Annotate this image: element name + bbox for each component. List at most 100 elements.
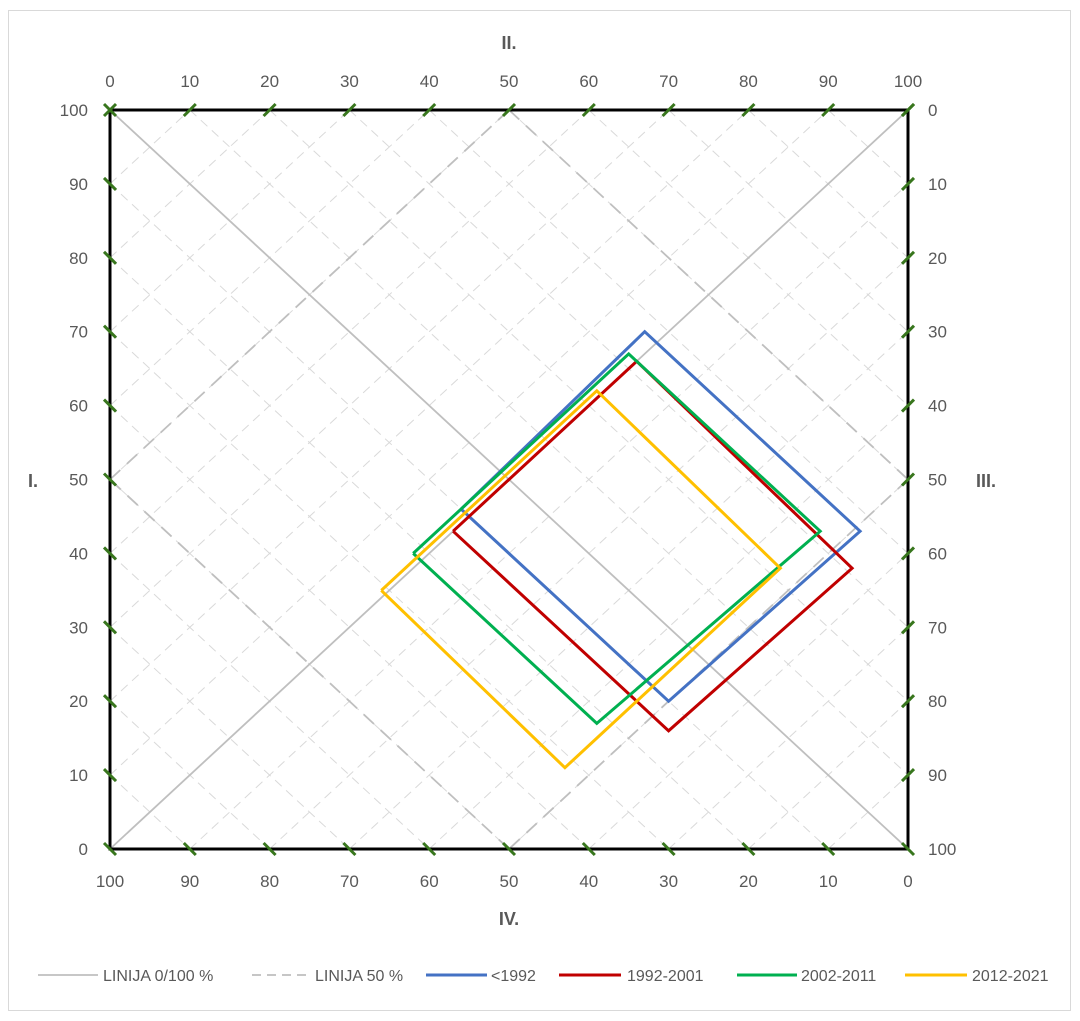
legend: LINIJA 0/100 % LINIJA 50 % <1992 1992-20… [38, 968, 1049, 985]
tick-label-bottom: 100 [96, 872, 124, 891]
tick-label-left: 80 [69, 249, 88, 268]
tick-label-bottom: 40 [579, 872, 598, 891]
tick-top [501, 102, 517, 118]
tick-label-left: 40 [69, 544, 88, 563]
axis-title-top: II. [501, 33, 516, 53]
tick-label-bottom: 10 [819, 872, 838, 891]
tick-bottom [581, 841, 596, 857]
tick-bottom [262, 841, 277, 857]
tick-label-right: 0 [928, 101, 937, 120]
tick-label-right: 10 [928, 175, 947, 194]
legend-label-linija-50: LINIJA 50 % [315, 968, 403, 985]
tick-bottom [900, 841, 916, 857]
tick-label-left: 20 [69, 692, 88, 711]
tick-left [102, 694, 118, 709]
tick-label-top: 30 [340, 72, 359, 91]
tick-label-right: 90 [928, 766, 947, 785]
axis-title-bottom: IV. [499, 909, 519, 929]
tick-top [900, 102, 916, 118]
chart-frame [8, 10, 1071, 1011]
tick-label-bottom: 0 [903, 872, 912, 891]
tick-label-bottom: 20 [739, 872, 758, 891]
legend-label-2012-2021: 2012-2021 [972, 968, 1049, 985]
series-2-line [412, 351, 823, 726]
tick-right [900, 472, 916, 487]
tick-left [102, 250, 118, 265]
tick-bottom [821, 841, 836, 857]
tick-label-right: 70 [928, 618, 947, 637]
tick-bottom [182, 841, 197, 857]
legend-label-2002-2011: 2002-2011 [801, 968, 876, 985]
tick-label-left: 100 [60, 101, 88, 120]
tick-label-left: 90 [69, 175, 88, 194]
tick-left [102, 398, 118, 413]
tick-label-bottom: 50 [500, 872, 519, 891]
grid-line-falling [189, 109, 909, 776]
tick-top [342, 102, 357, 118]
tick-label-right: 50 [928, 471, 947, 490]
tick-top [661, 102, 676, 118]
tick-right [900, 398, 916, 413]
tick-bottom [102, 841, 118, 857]
tick-left [102, 176, 118, 191]
tick-label-top: 50 [500, 72, 519, 91]
data-series [380, 329, 863, 770]
tick-label-right: 60 [928, 544, 947, 563]
tick-label-bottom: 80 [260, 872, 279, 891]
tick-left [102, 472, 118, 487]
grid-line-falling [668, 109, 909, 333]
grid-line-falling [109, 183, 829, 850]
tick-top [821, 102, 836, 118]
tick-top [581, 102, 596, 118]
tick-label-right: 40 [928, 397, 947, 416]
tick-label-left: 60 [69, 397, 88, 416]
tick-left [102, 324, 118, 339]
tick-left [102, 546, 118, 561]
tick-left [102, 102, 118, 118]
tick-left [102, 768, 118, 783]
tick-label-left: 70 [69, 323, 88, 342]
grid-line-falling [827, 109, 909, 185]
tick-label-top: 100 [894, 72, 922, 91]
grid-line-rising [827, 774, 909, 850]
tick-bottom [661, 841, 676, 857]
tick-right [900, 176, 916, 191]
grid-line-falling [428, 109, 909, 554]
axis-title-right: III. [976, 471, 996, 491]
tick-bottom [342, 841, 357, 857]
series-0-line [460, 329, 863, 704]
grid-line-rising [109, 109, 829, 776]
tick-top [262, 102, 277, 118]
legend-label-linija-0-100: LINIJA 0/100 % [103, 968, 213, 985]
tick-label-right: 80 [928, 692, 947, 711]
tick-bottom [422, 841, 437, 857]
tick-bottom [741, 841, 756, 857]
legend-label-1992-2001: 1992-2001 [627, 968, 704, 985]
tick-top [741, 102, 756, 118]
tick-label-top: 10 [180, 72, 199, 91]
tick-label-top: 0 [105, 72, 114, 91]
tick-right [900, 694, 916, 709]
tick-label-top: 80 [739, 72, 758, 91]
tick-label-left: 0 [79, 840, 88, 859]
tick-label-top: 70 [659, 72, 678, 91]
grid-line-falling [109, 774, 191, 850]
grid-line-rising [109, 109, 191, 185]
tick-marks [102, 102, 916, 857]
grid-line-rising [109, 109, 350, 333]
grid-line-falling [109, 626, 350, 850]
tick-right [900, 324, 916, 339]
tick-top [182, 102, 197, 118]
tick-top [422, 102, 437, 118]
tick-label-top: 20 [260, 72, 279, 91]
tick-label-right: 100 [928, 840, 956, 859]
tick-label-right: 30 [928, 323, 947, 342]
tick-label-left: 30 [69, 618, 88, 637]
axis-title-left: I. [28, 471, 38, 491]
tick-label-left: 10 [69, 766, 88, 785]
tick-right [900, 250, 916, 265]
tick-label-top: 90 [819, 72, 838, 91]
